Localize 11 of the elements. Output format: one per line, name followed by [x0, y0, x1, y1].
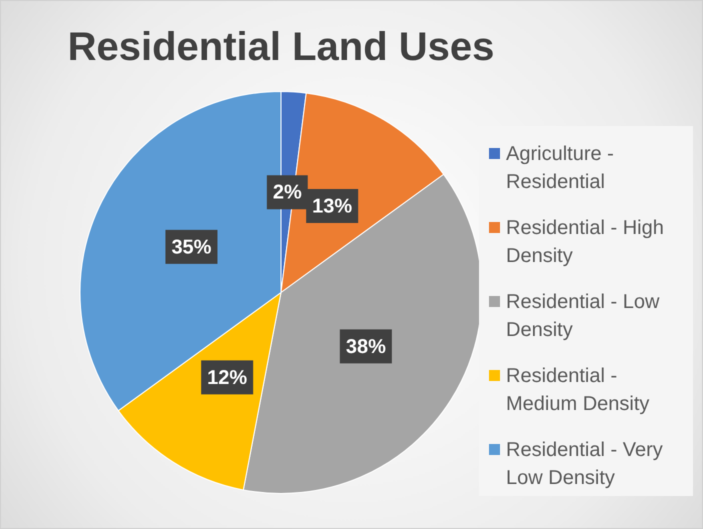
- legend-label: Residential - Very Low Density: [506, 438, 664, 491]
- chart-title: Residential Land Uses: [68, 25, 494, 70]
- data-label: 35%: [171, 236, 212, 258]
- data-label: 13%: [312, 196, 352, 218]
- data-label: 38%: [346, 336, 386, 358]
- legend-label: Residential - Medium Density: [506, 364, 650, 417]
- legend-label: Residential - Low Density: [506, 290, 660, 343]
- legend-label: Agriculture - Residential: [506, 142, 615, 195]
- data-label: 12%: [207, 366, 248, 389]
- data-label: 2%: [272, 182, 302, 204]
- legend-label: Residential - High Density: [506, 216, 665, 269]
